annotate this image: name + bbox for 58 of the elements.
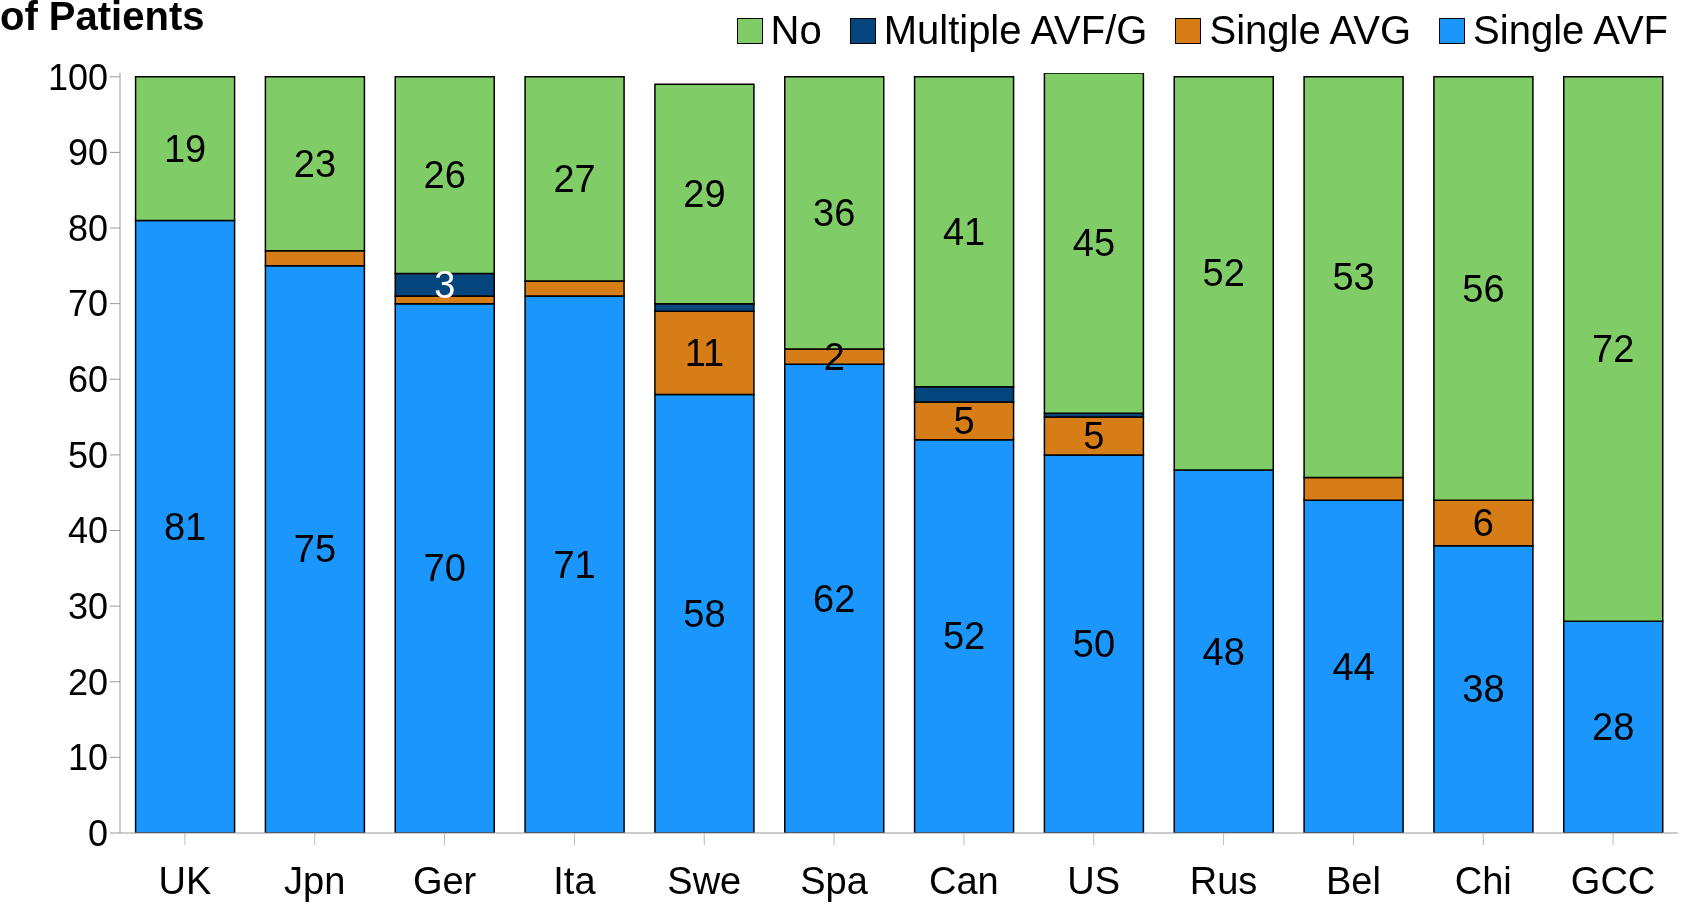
y-tick-label: 30 (67, 585, 108, 627)
data-label: 19 (163, 127, 207, 170)
legend-label: Single AVG (1209, 8, 1412, 53)
x-tick-label: Bel (1325, 859, 1381, 902)
y-tick-label: 20 (67, 661, 108, 703)
x-tick-label: US (1067, 859, 1121, 902)
x-tick-label: GCC (1570, 859, 1656, 902)
x-tick-label: UK (158, 859, 212, 902)
data-label: 52 (1202, 252, 1245, 295)
data-label: 71 (553, 543, 596, 586)
data-label: 44 (1332, 645, 1375, 688)
y-tick-label: 0 (87, 812, 108, 854)
data-label: 29 (683, 173, 726, 215)
data-label: 5 (1083, 414, 1105, 457)
x-tick-label: Swe (667, 859, 742, 902)
data-label: 52 (942, 615, 986, 658)
x-tick-label: Chi (1454, 859, 1512, 902)
y-tick-label: 40 (67, 510, 108, 552)
data-label: 70 (423, 547, 466, 590)
legend-label: Multiple AVF/G (883, 8, 1148, 53)
data-label: 53 (1332, 256, 1375, 299)
data-label: 23 (293, 142, 337, 185)
data-label: 38 (1462, 668, 1505, 711)
x-tick-label: Ita (553, 859, 597, 902)
data-label: 50 (1072, 622, 1116, 665)
y-tick-label: 90 (67, 132, 108, 174)
x-tick-label: Spa (800, 859, 869, 902)
y-tick-label: 10 (67, 737, 108, 779)
data-label: 41 (942, 210, 986, 253)
y-tick-label: 60 (67, 359, 108, 401)
data-label: 3 (434, 263, 456, 306)
legend-label: Single AVF (1473, 8, 1668, 53)
y-tick-label: 70 (67, 283, 108, 325)
y-axis-title: of Patients (0, 0, 205, 39)
y-tick-label: 80 (67, 207, 108, 249)
x-tick-label: Jpn (284, 859, 346, 902)
data-label: 45 (1072, 222, 1116, 265)
x-tick-label: Rus (1189, 859, 1258, 902)
x-tick-label: Ger (412, 859, 477, 902)
bar (1043, 73, 1145, 415)
data-label: 48 (1202, 630, 1245, 673)
data-label: 6 (1472, 501, 1494, 544)
data-label: 72 (1592, 328, 1635, 371)
data-label: 28 (1592, 706, 1635, 749)
data-label: 62 (813, 577, 856, 620)
y-tick-label: 100 (47, 56, 108, 98)
data-label: 58 (683, 592, 726, 635)
y-tick-label: 50 (67, 434, 108, 476)
x-tick-label: Can (929, 859, 999, 902)
data-label: 75 (293, 528, 337, 571)
legend-label: No (770, 8, 822, 53)
data-label: 27 (553, 157, 596, 200)
data-label: 36 (813, 191, 856, 234)
data-label: 11 (684, 331, 725, 374)
data-label: 81 (163, 505, 207, 548)
data-label: 56 (1462, 267, 1505, 310)
data-label: 5 (953, 399, 975, 442)
data-label: 26 (423, 154, 466, 197)
